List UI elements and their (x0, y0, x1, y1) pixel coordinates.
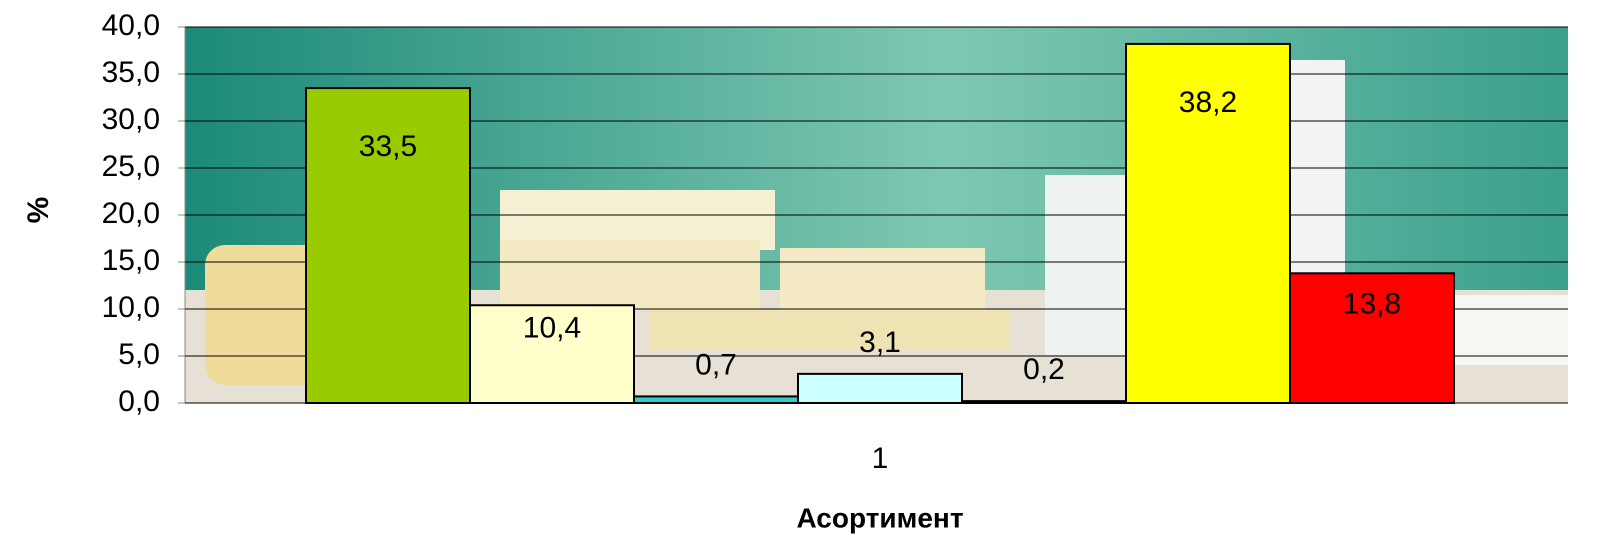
y-tick-label: 10,0 (102, 291, 160, 324)
bar (469, 304, 635, 404)
y-tick-label: 30,0 (102, 103, 160, 136)
value-label: 0,7 (695, 348, 737, 381)
bar (797, 372, 963, 404)
value-label: 10,4 (523, 312, 581, 345)
bar (1289, 272, 1455, 404)
x-axis-title: Асортимент (796, 502, 963, 533)
y-tick-label: 25,0 (102, 150, 160, 183)
bar (633, 395, 799, 405)
y-tick-label: 40,0 (102, 9, 160, 42)
y-axis-title: % (22, 197, 55, 224)
value-label: 33,5 (359, 130, 417, 163)
bar (1125, 42, 1291, 404)
bar (961, 400, 1127, 404)
value-label: 13,8 (1343, 288, 1401, 321)
y-tick-label: 15,0 (102, 244, 160, 277)
bar (305, 87, 471, 404)
y-tick-label: 20,0 (102, 197, 160, 230)
value-label: 38,2 (1179, 86, 1237, 119)
y-tick-label: 5,0 (118, 338, 160, 371)
x-tick-label: 1 (872, 442, 889, 475)
value-label: 3,1 (859, 326, 901, 359)
y-tick-label: 0,0 (118, 385, 160, 418)
value-label: 0,2 (1023, 353, 1065, 386)
y-tick-label: 35,0 (102, 56, 160, 89)
